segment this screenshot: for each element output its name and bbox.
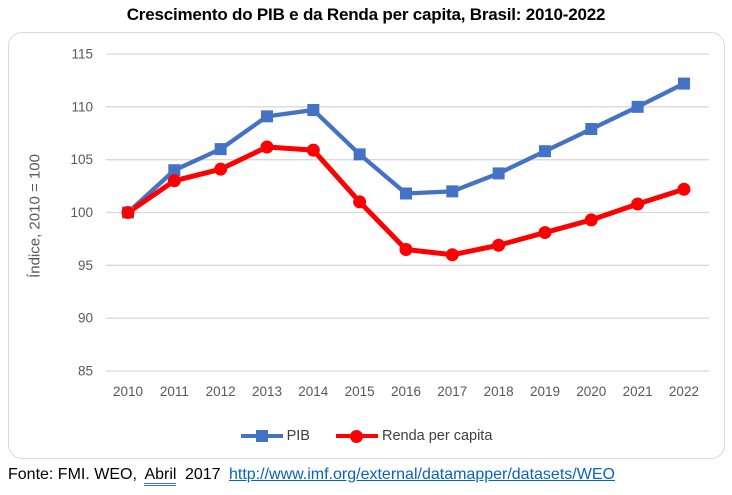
chart-panel: 85 90 95 100 105 110 115 2010 2011 2012 2013 2014 20… bbox=[8, 32, 725, 459]
underlined-word: Abril bbox=[144, 466, 177, 486]
x-tick-label: 2020 bbox=[576, 384, 606, 399]
data-point-pib bbox=[353, 148, 366, 161]
data-point-pib bbox=[214, 143, 227, 156]
chart-title: Crescimento do PIB e da Renda per capita… bbox=[126, 5, 606, 24]
data-point-pib bbox=[307, 104, 320, 117]
data-point-renda-per-capita bbox=[584, 213, 598, 227]
x-tick-label: 2017 bbox=[437, 384, 467, 399]
x-tick-label: 2018 bbox=[484, 384, 514, 399]
x-tick-label: 2013 bbox=[252, 384, 282, 399]
legend-label-pib: PIB bbox=[286, 428, 310, 444]
source-year: 2017 bbox=[184, 466, 221, 483]
data-point-pib bbox=[260, 110, 273, 123]
source-link[interactable]: http://www.imf.org/external/datamapper/d… bbox=[228, 466, 615, 483]
data-point-pib bbox=[677, 77, 690, 90]
x-tick-label: 2014 bbox=[298, 384, 329, 399]
legend-label-renda: Renda per capita bbox=[381, 428, 493, 444]
x-tick-label: 2016 bbox=[391, 384, 421, 399]
renda-legend-marker-icon bbox=[335, 429, 378, 443]
data-point-renda-per-capita bbox=[492, 238, 506, 252]
series-line-renda-per-capita bbox=[125, 144, 687, 258]
legend-item-pib: PIB bbox=[240, 428, 310, 444]
plot-svg: 85 90 95 100 105 110 115 2010 2011 2012 2013 2014 20… bbox=[70, 47, 709, 399]
data-point-pib bbox=[492, 167, 505, 180]
data-point-renda-per-capita bbox=[214, 162, 228, 176]
data-point-renda-per-capita bbox=[121, 206, 135, 219]
y-tick-label: 100 bbox=[70, 205, 93, 220]
data-point-renda-per-capita bbox=[631, 197, 645, 211]
data-point-renda-per-capita bbox=[677, 182, 691, 196]
legend: PIB Renda per capita bbox=[9, 428, 724, 444]
source-text: Fonte: FMI. WEO, bbox=[8, 466, 137, 483]
data-point-renda-per-capita bbox=[399, 242, 413, 256]
x-tick-label: 2021 bbox=[623, 384, 653, 399]
x-tick-label: 2015 bbox=[345, 384, 375, 399]
data-point-pib bbox=[446, 185, 459, 198]
data-point-renda-per-capita bbox=[306, 143, 320, 157]
y-tick-label: 90 bbox=[78, 311, 93, 326]
data-point-renda-per-capita bbox=[260, 140, 274, 154]
y-tick-label: 105 bbox=[70, 152, 93, 167]
data-point-pib bbox=[538, 145, 551, 158]
legend-item-renda: Renda per capita bbox=[335, 428, 493, 444]
data-point-pib bbox=[399, 187, 412, 200]
y-axis-title: Índice, 2010 = 100 bbox=[26, 154, 44, 278]
data-point-renda-per-capita bbox=[538, 226, 552, 240]
x-tick-label: 2022 bbox=[669, 384, 699, 399]
data-point-pib bbox=[585, 123, 598, 136]
x-tick-label: 2010 bbox=[113, 384, 143, 399]
data-point-pib bbox=[168, 164, 181, 177]
x-tick-label: 2011 bbox=[160, 384, 189, 399]
y-tick-label: 110 bbox=[71, 99, 93, 114]
data-point-renda-per-capita bbox=[445, 248, 459, 262]
data-point-pib bbox=[631, 100, 644, 113]
source-note: Fonte: FMI. WEO, Abril 2017 http://www.i… bbox=[8, 466, 732, 486]
y-tick-label: 115 bbox=[71, 47, 93, 62]
data-point-renda-per-capita bbox=[353, 195, 367, 209]
y-tick-label: 85 bbox=[78, 364, 93, 379]
y-tick-label: 95 bbox=[78, 258, 93, 273]
pib-legend-marker-icon bbox=[240, 430, 283, 443]
renda-legend-circle bbox=[349, 429, 363, 443]
x-tick-label: 2012 bbox=[206, 384, 236, 399]
x-tick-label: 2019 bbox=[530, 384, 560, 399]
pib-legend-square bbox=[255, 430, 268, 442]
data-point-renda-per-capita bbox=[167, 174, 181, 188]
